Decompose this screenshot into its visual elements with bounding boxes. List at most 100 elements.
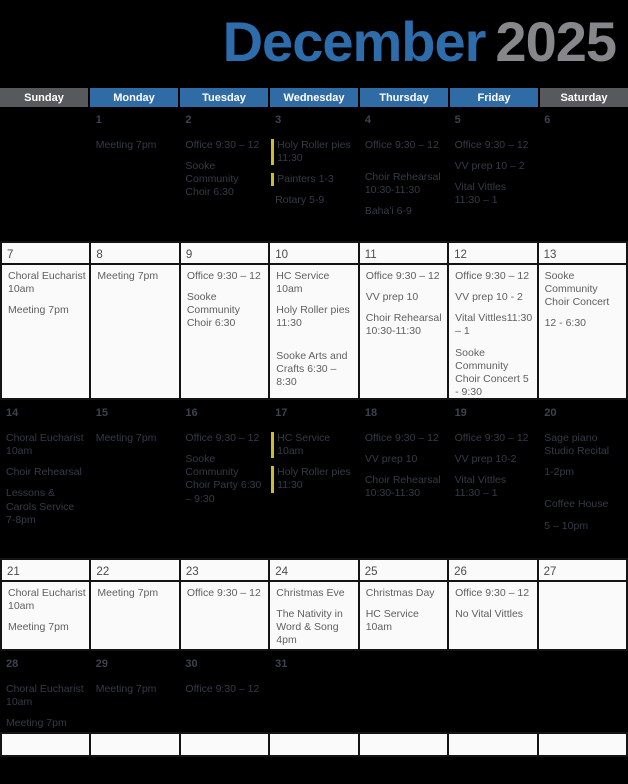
event: Sooke Arts and Crafts 6:30 – 8:30 <box>276 349 348 388</box>
day-header-sunday: Sunday <box>0 88 88 107</box>
day-number: 7 <box>7 249 14 261</box>
day-cell: 18 Office 9:30 – 12 VV prep 10 Choir Rehear… <box>359 400 449 558</box>
day-cell: Office 9:30 – 12 VV prep 10 - 2 Vital Vitt… <box>449 264 539 400</box>
day-number-cell: 10 <box>270 243 360 265</box>
day-cell <box>449 651 539 732</box>
event: Sooke Community Choir 6:30 <box>185 160 239 199</box>
event: VV prep 10 <box>365 291 419 304</box>
event: HC Service 10am <box>276 270 330 296</box>
event: Sooke Community Choir Party 6:30 – 9:30 <box>185 453 262 505</box>
event: Painters 1-3 <box>271 173 355 187</box>
day-header-friday: Friday <box>450 88 538 107</box>
event: Sooke Community Choir 6:30 <box>186 291 240 330</box>
day-number: 9 <box>185 249 193 261</box>
day-number: 29 <box>95 658 108 670</box>
day-number-cell <box>180 734 271 757</box>
day-number: 12 <box>454 249 467 261</box>
day-number: 25 <box>364 566 378 578</box>
day-cell: Office 9:30 – 12 Sooke Community Choir 6:… <box>180 264 271 400</box>
day-number-cell: 26 <box>449 560 539 582</box>
event: Meeting 7pm <box>95 432 157 444</box>
day-number: 31 <box>275 658 288 670</box>
day-cell: 19 Office 9:30 – 12 VV prep 10-2 Vital Vitt… <box>449 400 539 558</box>
event: No Vital Vittles <box>455 608 524 621</box>
week-row <box>0 732 628 757</box>
day-cell: 14 Choral Eucharist 10am Choir Rehearsal Le… <box>0 400 90 558</box>
day-number-cell: 13 <box>538 243 628 265</box>
day-number: 28 <box>6 658 19 670</box>
day-cell: Office 9:30 – 12 No Vital Vittles <box>449 581 539 651</box>
event: Choir Rehearsal 10:30-11:30 <box>365 312 442 338</box>
event: Holy Roller pies 11:30 <box>271 139 355 166</box>
day-cell <box>538 651 628 732</box>
event: Sage piano Studio Recital <box>544 432 610 458</box>
day-header-thursday: Thursday <box>360 88 448 107</box>
week-row: 1 Meeting 7pm 2 Office 9:30 – 12 Sooke Commu… <box>0 107 628 241</box>
event: Rotary 5-9 <box>275 194 325 207</box>
day-number-cell <box>2 734 92 757</box>
event: Office 9:30 – 12 <box>185 432 260 444</box>
day-number: 15 <box>95 407 108 419</box>
event: Meeting 7pm <box>6 717 67 730</box>
day-header-saturday: Saturday <box>540 88 628 107</box>
day-cell: 5 Office 9:30 – 12 VV prep 10 – 2 Vital Vit… <box>449 107 539 241</box>
day-number-cell: 23 <box>180 560 271 582</box>
day-header-monday: Monday <box>90 88 178 107</box>
day-cell: Christmas Day HC Service 10am <box>359 581 450 651</box>
day-number: 11 <box>364 249 377 261</box>
content-band: Choral Eucharist 10am Meeting 7pm Meeting … <box>2 581 628 651</box>
day-number: 13 <box>543 249 557 261</box>
day-cell: 4 Office 9:30 – 12 Choir Rehearsal 10:30-1… <box>359 107 449 241</box>
day-cell: 28 Choral Eucharist 10am Meeting 7pm <box>0 651 90 732</box>
day-number-cell: 9 <box>180 243 271 265</box>
day-cell: Meeting 7pm <box>91 581 181 651</box>
day-number-cell: 22 <box>91 560 181 582</box>
day-number-cell: 8 <box>91 243 181 265</box>
event: Meeting 7pm <box>95 683 157 695</box>
day-cell: 2 Office 9:30 – 12 Sooke Community Choir 6… <box>179 107 269 241</box>
day-header-tuesday: Tuesday <box>180 88 268 107</box>
event: Choir Rehearsal 10:30-11:30 <box>364 171 441 197</box>
day-number: 4 <box>364 114 371 126</box>
day-cell: HC Service 10am Holy Roller pies 11:30 Soo… <box>270 264 360 400</box>
month-title: December <box>222 10 487 73</box>
day-cell: 20 Sage piano Studio Recital 1-2pm Coffee H… <box>538 400 628 558</box>
event: VV prep 10-2 <box>454 453 517 466</box>
day-number: 6 <box>544 114 551 126</box>
day-cell: 30 Office 9:30 – 12 <box>179 651 269 732</box>
event: Vital Vittles11:30 – 1 <box>455 312 533 338</box>
day-number: 16 <box>185 407 198 419</box>
number-band: 21 22 23 24 25 26 27 <box>2 560 628 582</box>
event: Vital Vittles 11:30 – 1 <box>454 181 507 207</box>
event: Sooke Community Choir Concert <box>544 270 610 309</box>
event: Sooke Community Choir Concert 5 - 9:30 <box>455 346 529 398</box>
day-number: 21 <box>7 566 20 578</box>
day-number: 30 <box>185 658 198 670</box>
day-number: 22 <box>96 566 110 578</box>
week-row: 21 22 23 24 25 26 27 Choral Eucharist 10am Meeti… <box>0 558 628 651</box>
day-cell: 17 HC Service 10am Holy Roller pies 11:30 <box>269 400 359 558</box>
event: Meeting 7pm <box>97 270 159 282</box>
day-number: 18 <box>364 407 378 419</box>
event: HC Service 10am <box>365 608 419 634</box>
day-number: 26 <box>454 566 467 578</box>
event: Choir Rehearsal 10:30-11:30 <box>364 474 441 500</box>
day-cell <box>359 651 449 732</box>
event: VV prep 10 <box>364 453 418 466</box>
event: Choral Eucharist 10am <box>6 683 84 709</box>
day-number: 19 <box>454 407 467 419</box>
day-cell: 31 <box>269 651 359 732</box>
event: Holy Roller pies 11:30 <box>276 304 350 330</box>
event: Coffee House <box>544 498 609 511</box>
weeks-container: 1 Meeting 7pm 2 Office 9:30 – 12 Sooke Commu… <box>0 107 628 757</box>
event: Office 9:30 – 12 <box>455 587 530 599</box>
day-of-week-header-row: Sunday Monday Tuesday Wednesday Thursday Frid… <box>0 88 628 107</box>
day-number-cell: 24 <box>270 560 360 582</box>
event: Office 9:30 – 12 <box>186 270 261 282</box>
event: 1-2pm <box>544 466 575 479</box>
week-row: 28 Choral Eucharist 10am Meeting 7pm 29 Meet… <box>0 651 628 732</box>
day-number: 20 <box>544 407 557 419</box>
calendar-title: December 2025 <box>0 0 628 88</box>
day-number: 24 <box>275 566 289 578</box>
day-cell: Office 9:30 – 12 <box>180 581 271 651</box>
